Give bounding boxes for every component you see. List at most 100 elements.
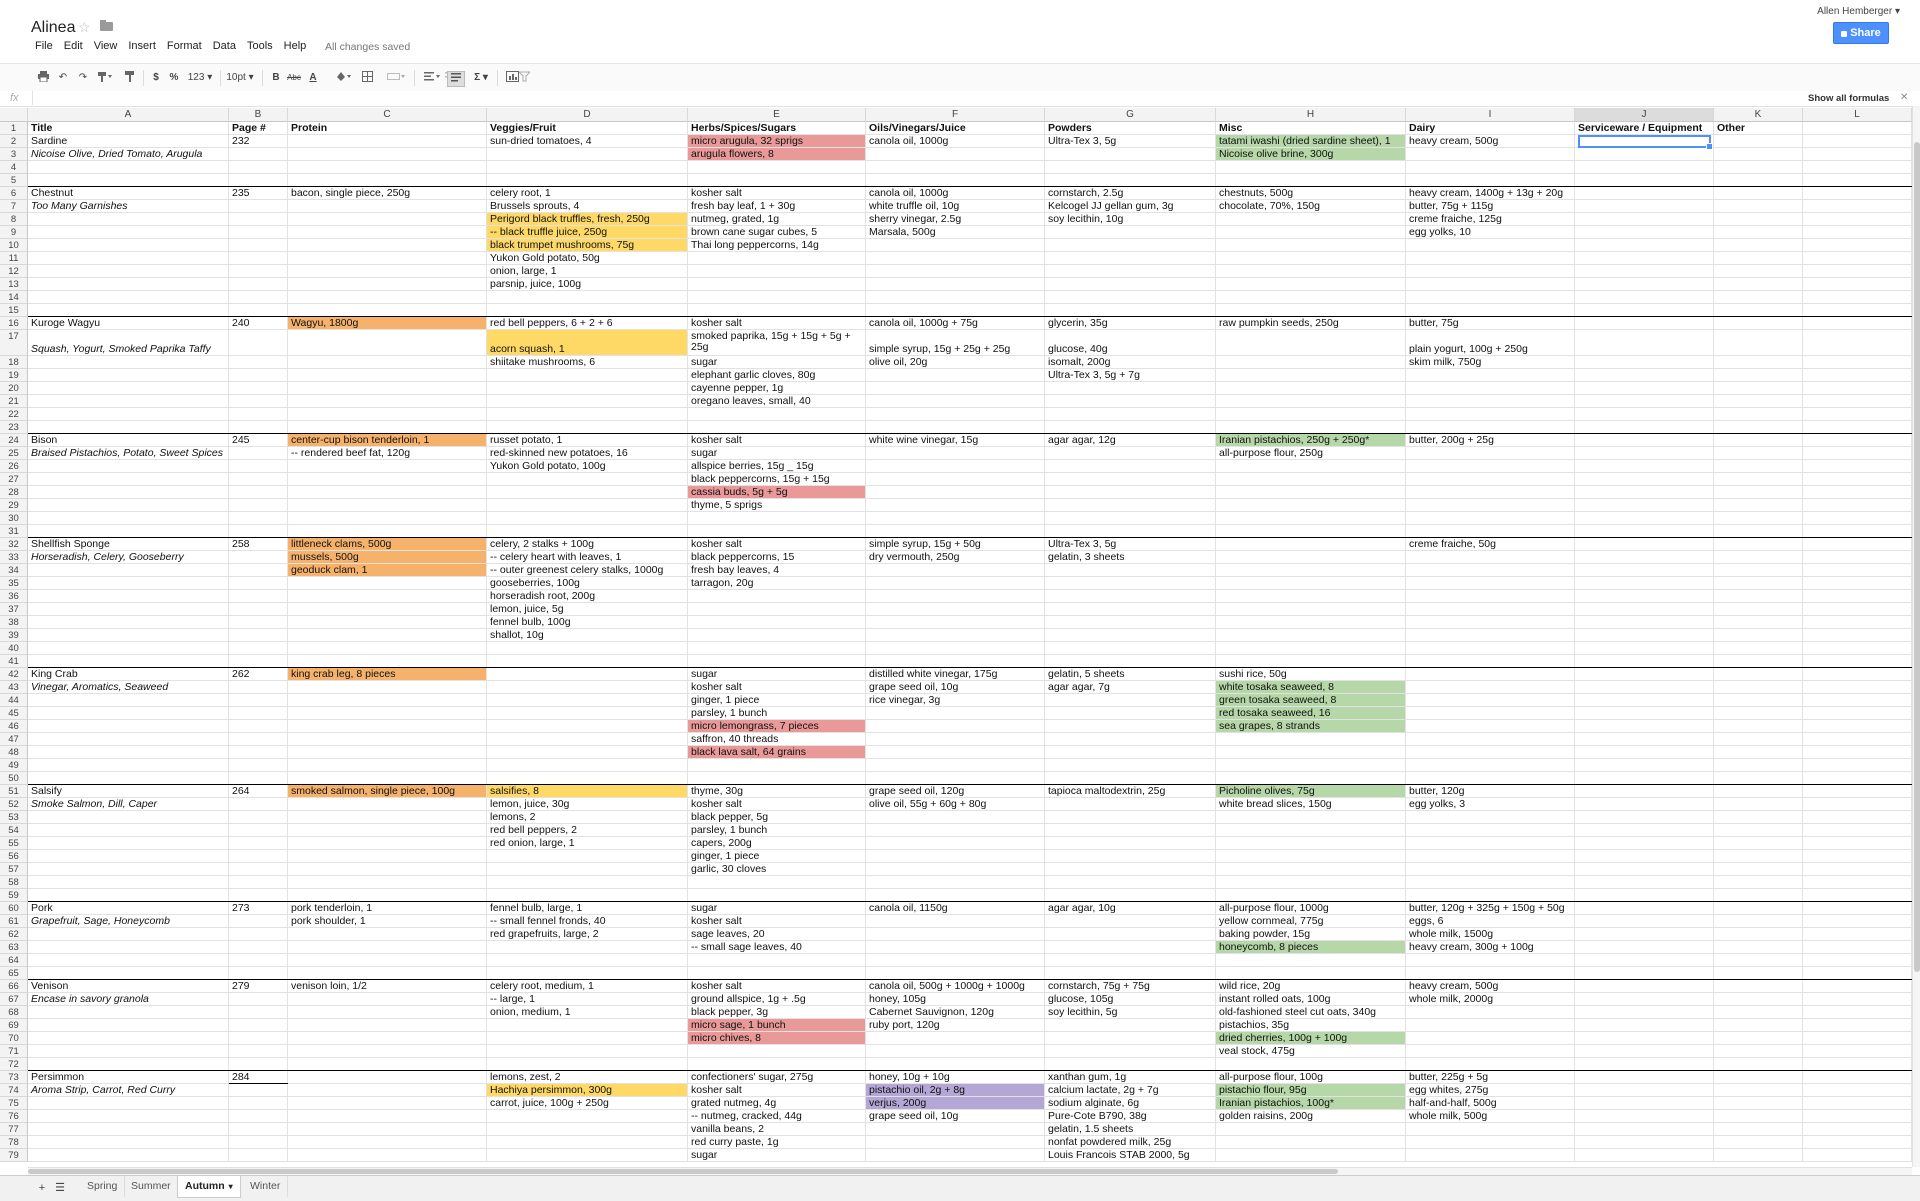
cell[interactable]	[1216, 512, 1406, 525]
row-header[interactable]: 63	[0, 941, 28, 954]
cell[interactable]	[1406, 1110, 1575, 1123]
cell[interactable]	[229, 1136, 288, 1149]
cell[interactable]	[1714, 1032, 1803, 1045]
row-header[interactable]: 60	[0, 902, 28, 915]
cell[interactable]	[1803, 928, 1912, 941]
cell[interactable]	[1803, 512, 1912, 525]
cell[interactable]	[1575, 993, 1714, 1006]
cell[interactable]	[1575, 382, 1714, 395]
row-header[interactable]: 76	[0, 1110, 28, 1123]
row-header[interactable]: 42	[0, 668, 28, 681]
cell[interactable]	[866, 668, 1045, 681]
cell[interactable]	[1045, 135, 1216, 148]
cell[interactable]	[1406, 642, 1575, 655]
undo-icon[interactable]: ↶	[58, 72, 68, 83]
cell[interactable]	[28, 226, 229, 239]
cell[interactable]	[487, 395, 688, 408]
cell[interactable]	[866, 460, 1045, 473]
cell[interactable]	[1714, 278, 1803, 291]
row-header[interactable]: 64	[0, 954, 28, 967]
cell[interactable]	[1406, 837, 1575, 850]
cell[interactable]	[866, 1045, 1045, 1058]
cell[interactable]	[28, 1149, 229, 1162]
cell[interactable]	[288, 1110, 487, 1123]
cell[interactable]	[1803, 317, 1912, 330]
cell[interactable]	[1406, 434, 1575, 447]
cell[interactable]	[1406, 694, 1575, 707]
cell[interactable]	[288, 447, 487, 460]
cell[interactable]	[1045, 980, 1216, 993]
cell[interactable]	[1045, 902, 1216, 915]
cell[interactable]	[288, 694, 487, 707]
cell[interactable]	[1216, 642, 1406, 655]
cell[interactable]	[1406, 954, 1575, 967]
cell[interactable]	[288, 811, 487, 824]
cell[interactable]	[1575, 265, 1714, 278]
cell[interactable]	[229, 616, 288, 629]
cell[interactable]	[866, 317, 1045, 330]
cell[interactable]	[866, 850, 1045, 863]
cell[interactable]	[1406, 603, 1575, 616]
cell[interactable]	[288, 317, 487, 330]
cell[interactable]	[1714, 512, 1803, 525]
cell[interactable]	[487, 824, 688, 837]
cell[interactable]	[1406, 993, 1575, 1006]
cell[interactable]	[229, 538, 288, 551]
cell[interactable]	[1803, 1149, 1912, 1162]
cell[interactable]	[229, 564, 288, 577]
percent-format-button[interactable]: %	[169, 72, 179, 83]
cell[interactable]	[1714, 291, 1803, 304]
row-header[interactable]: 59	[0, 889, 28, 902]
cell[interactable]	[688, 590, 866, 603]
cell[interactable]	[1575, 226, 1714, 239]
cell[interactable]	[1406, 408, 1575, 421]
number-format-dropdown[interactable]: 123 ▾	[187, 72, 213, 83]
cell[interactable]	[1714, 200, 1803, 213]
cell[interactable]	[1714, 928, 1803, 941]
cell[interactable]	[288, 148, 487, 161]
cell[interactable]	[487, 590, 688, 603]
cell[interactable]	[288, 252, 487, 265]
cell[interactable]	[1714, 486, 1803, 499]
row-header[interactable]: 28	[0, 486, 28, 499]
cell[interactable]	[1406, 265, 1575, 278]
cell[interactable]	[229, 720, 288, 733]
cell[interactable]	[1575, 681, 1714, 694]
menu-insert[interactable]: Insert	[128, 40, 156, 52]
cell[interactable]	[1803, 395, 1912, 408]
cell[interactable]	[487, 1110, 688, 1123]
cell[interactable]	[1575, 629, 1714, 642]
cell[interactable]	[487, 330, 688, 356]
row-header[interactable]: 72	[0, 1058, 28, 1071]
cell[interactable]	[229, 499, 288, 512]
cell[interactable]	[1803, 707, 1912, 720]
cell[interactable]	[1803, 941, 1912, 954]
cell[interactable]	[229, 395, 288, 408]
cell[interactable]	[1216, 1136, 1406, 1149]
cell[interactable]	[487, 928, 688, 941]
cell[interactable]	[288, 1123, 487, 1136]
cell[interactable]	[229, 759, 288, 772]
cell[interactable]	[1803, 499, 1912, 512]
cell[interactable]	[28, 590, 229, 603]
cell[interactable]	[229, 1149, 288, 1162]
cell[interactable]	[229, 434, 288, 447]
row-header[interactable]: 39	[0, 629, 28, 642]
cell[interactable]	[1216, 369, 1406, 382]
cell[interactable]	[866, 837, 1045, 850]
row-header[interactable]: 4	[0, 161, 28, 174]
cell[interactable]	[866, 187, 1045, 200]
cell[interactable]	[1575, 694, 1714, 707]
cell[interactable]	[1406, 798, 1575, 811]
cell[interactable]	[1216, 1084, 1406, 1097]
cell[interactable]	[1714, 265, 1803, 278]
cell[interactable]	[487, 460, 688, 473]
cell[interactable]	[688, 317, 866, 330]
cell[interactable]	[866, 1110, 1045, 1123]
row-header[interactable]: 12	[0, 265, 28, 278]
cell[interactable]	[1406, 187, 1575, 200]
cell[interactable]	[1575, 460, 1714, 473]
cell[interactable]	[688, 1123, 866, 1136]
column-header-k[interactable]: K	[1714, 108, 1803, 122]
cell[interactable]	[688, 369, 866, 382]
